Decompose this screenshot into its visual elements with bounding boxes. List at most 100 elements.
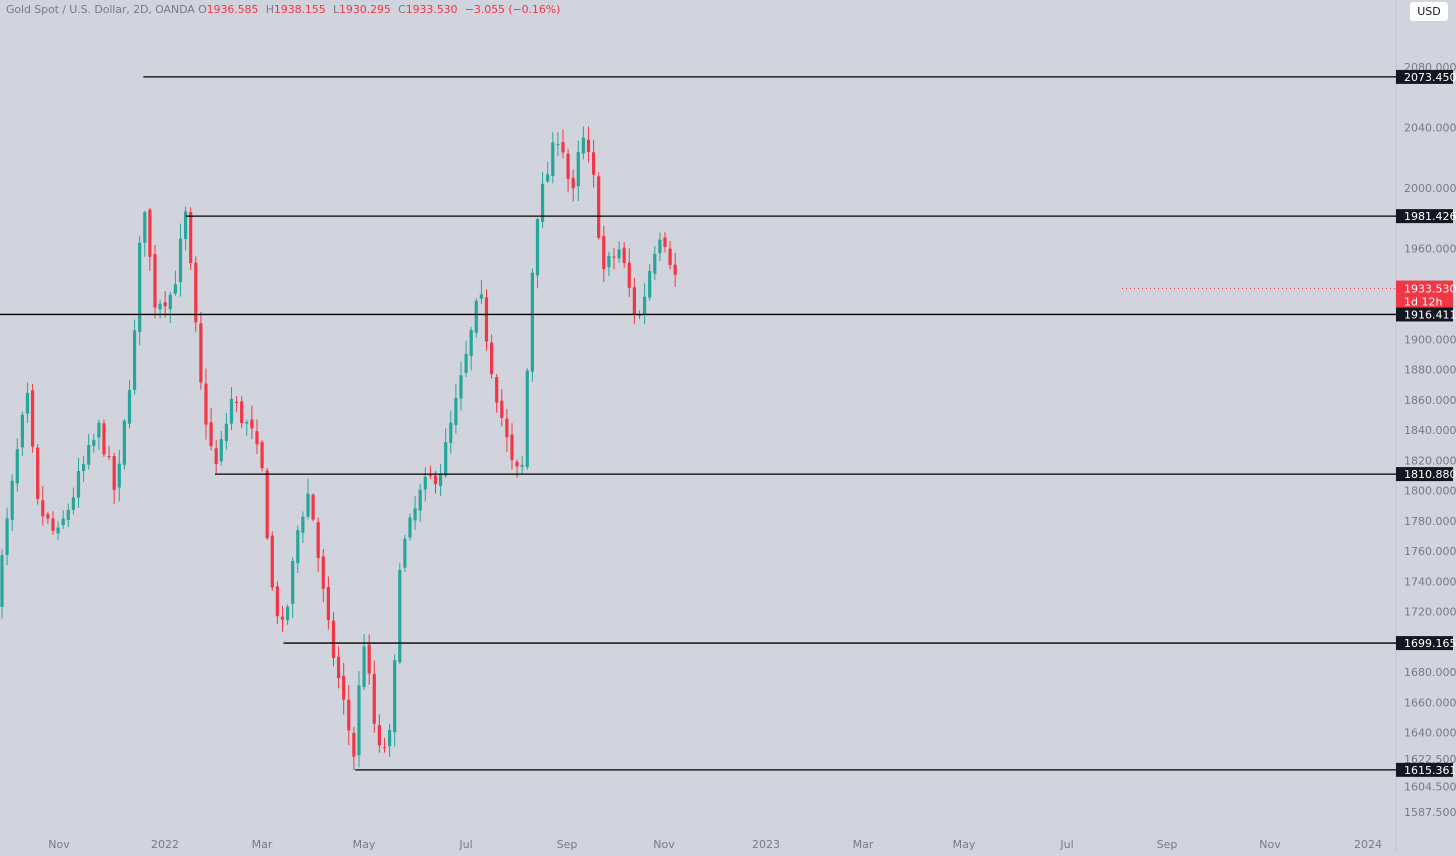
candle-up <box>66 509 70 520</box>
candle-down <box>234 401 239 403</box>
candle-down <box>382 747 387 749</box>
x-tick-label: Sep <box>1157 838 1178 851</box>
candle-up <box>229 398 234 424</box>
candle-down <box>255 431 259 445</box>
candle-up <box>546 174 550 182</box>
x-tick-label: Mar <box>252 838 273 851</box>
candle-down <box>612 256 616 258</box>
candle-up <box>168 294 172 310</box>
currency-button[interactable]: USD <box>1410 2 1448 21</box>
candle-up <box>132 330 137 390</box>
candle-up <box>20 414 24 448</box>
level-label: 1981.426 <box>1404 210 1456 223</box>
candle-down <box>566 153 570 179</box>
candle-down <box>265 470 269 539</box>
x-tick-label: Sep <box>557 838 578 851</box>
candle-down <box>240 401 244 424</box>
x-tick-label: 2024 <box>1354 838 1382 851</box>
candle-down <box>500 400 504 419</box>
change-value: −3.055 (−0.16%) <box>464 3 561 16</box>
candle-down <box>489 342 494 375</box>
candle-up <box>540 183 545 222</box>
candle-up <box>576 152 580 187</box>
candle-down <box>107 456 111 458</box>
candle-up <box>459 375 463 399</box>
candle-up <box>158 303 162 310</box>
candle-down <box>627 262 631 288</box>
candle-down <box>495 376 499 403</box>
y-tick-label: 1780.000 <box>1404 515 1456 528</box>
level-label: 1810.880 <box>1404 468 1456 481</box>
candle-down <box>668 248 672 266</box>
close-label: C <box>398 3 406 16</box>
level-label: 2073.450 <box>1404 71 1456 84</box>
candle-up <box>97 422 101 438</box>
y-tick-label: 1960.000 <box>1404 243 1456 256</box>
candle-up <box>556 144 560 146</box>
candle-up <box>393 660 397 733</box>
level-label-bg <box>1396 69 1453 84</box>
candle-down <box>347 699 351 731</box>
level-label: 1615.361 <box>1404 764 1456 777</box>
candle-up <box>143 212 147 243</box>
y-tick-label: 1720.000 <box>1404 606 1456 619</box>
candle-up <box>525 370 529 468</box>
y-tick-label: 1740.000 <box>1404 575 1456 588</box>
candle-down <box>571 177 575 189</box>
candle-down <box>510 434 514 460</box>
high-value: 1938.155 <box>273 3 326 16</box>
candle-down <box>321 556 325 589</box>
candle-down <box>326 586 330 621</box>
symbol-header: Gold Spot / U.S. Dollar, 2D, OANDA O1936… <box>6 3 564 16</box>
candle-down <box>30 390 35 447</box>
candle-up <box>92 439 96 446</box>
candle-up <box>607 255 611 268</box>
candle-up <box>15 449 19 484</box>
y-tick-label: 1820.000 <box>1404 454 1456 467</box>
candle-down <box>204 383 208 425</box>
low-label: L <box>333 3 340 16</box>
y-tick-label: 1900.000 <box>1404 333 1456 346</box>
y-tick-label: 1880.000 <box>1404 364 1456 377</box>
candle-up <box>653 254 657 274</box>
symbol-title: Gold Spot / U.S. Dollar, 2D, OANDA <box>6 3 195 16</box>
level-label-bg <box>1396 762 1453 777</box>
candle-down <box>331 620 336 658</box>
candle-down <box>352 732 356 757</box>
candle-down <box>561 142 565 153</box>
candle-up <box>5 518 9 556</box>
candle-down <box>250 419 254 429</box>
candle-up <box>398 569 402 663</box>
level-label-bg <box>1396 467 1453 482</box>
candle-down <box>163 302 167 307</box>
candle-up <box>449 422 453 443</box>
candle-up <box>178 238 183 283</box>
candle-up <box>224 423 228 442</box>
candle-up <box>387 729 392 747</box>
y-tick-label: 2040.000 <box>1404 122 1456 135</box>
candle-down <box>377 725 381 746</box>
candle-up <box>581 137 585 154</box>
candle-up <box>61 518 65 526</box>
candle-down <box>591 152 596 175</box>
candle-up <box>25 392 30 414</box>
candle-down <box>214 448 218 465</box>
candle-up <box>444 442 448 476</box>
y-tick-label: 1640.000 <box>1404 727 1456 740</box>
candle-down <box>663 237 667 247</box>
candle-down <box>673 264 677 275</box>
candle-up <box>535 219 540 276</box>
candle-down <box>367 644 371 674</box>
candle-down <box>484 297 489 342</box>
last-price-value: 1933.530 <box>1404 283 1456 296</box>
candle-down <box>597 176 601 238</box>
bar-countdown: 1d 12h <box>1404 296 1442 309</box>
open-value: 1936.585 <box>206 3 259 16</box>
candle-up <box>0 555 4 607</box>
candle-down <box>505 418 509 438</box>
candle-up <box>183 211 188 240</box>
candle-up <box>291 560 295 604</box>
candle-up <box>127 389 132 424</box>
